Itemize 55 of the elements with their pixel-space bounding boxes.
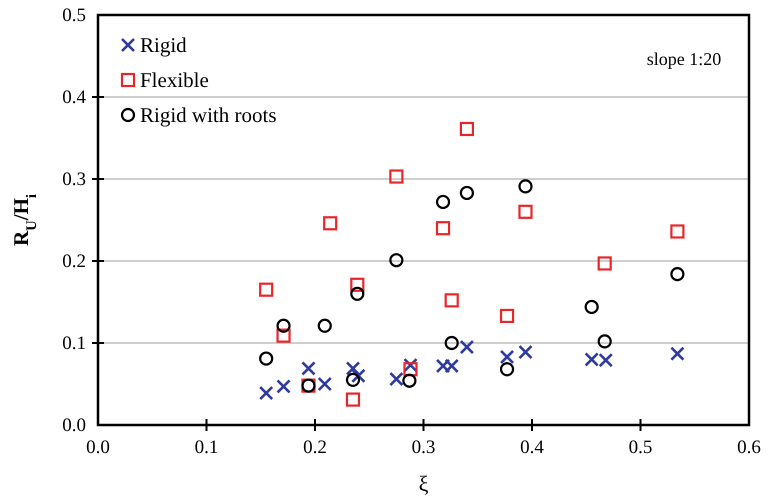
point bbox=[258, 386, 274, 400]
legend-label: Flexible bbox=[140, 68, 209, 92]
point bbox=[500, 308, 514, 324]
point bbox=[460, 186, 474, 200]
point bbox=[518, 179, 533, 194]
point bbox=[460, 340, 474, 354]
point bbox=[259, 282, 274, 297]
y-tick-label: 0.0 bbox=[62, 415, 86, 436]
point bbox=[317, 376, 332, 392]
y-tick-label: 0.5 bbox=[62, 5, 86, 26]
point bbox=[436, 194, 450, 210]
y-tick-label: 0.4 bbox=[62, 87, 86, 108]
point bbox=[670, 267, 684, 282]
x-tick-label: 0.5 bbox=[628, 437, 652, 458]
point bbox=[518, 204, 533, 219]
legend-label: Rigid bbox=[140, 33, 188, 57]
point bbox=[276, 328, 291, 343]
point bbox=[460, 122, 474, 136]
point bbox=[318, 318, 332, 333]
legend-label: Rigid with roots bbox=[140, 103, 277, 127]
point bbox=[598, 256, 612, 271]
x-tick-label: 0.3 bbox=[412, 437, 436, 458]
point bbox=[323, 216, 338, 230]
point bbox=[346, 392, 360, 407]
y-tick-label: 0.2 bbox=[62, 251, 86, 272]
annotation: slope 1:20 bbox=[646, 49, 722, 69]
point bbox=[598, 334, 612, 348]
x-tick-label: 0.4 bbox=[520, 437, 544, 458]
point bbox=[444, 336, 459, 350]
point bbox=[584, 300, 599, 314]
x-tick-label: 0.6 bbox=[737, 437, 761, 458]
point bbox=[518, 344, 533, 360]
y-tick-label: 0.1 bbox=[62, 333, 86, 354]
point bbox=[670, 346, 685, 361]
point bbox=[402, 374, 416, 388]
point bbox=[670, 224, 684, 239]
point bbox=[350, 286, 364, 301]
x-tick-label: 0.2 bbox=[303, 437, 327, 458]
point bbox=[389, 169, 404, 184]
point bbox=[500, 362, 514, 376]
point bbox=[436, 221, 450, 236]
point bbox=[346, 372, 360, 387]
point bbox=[276, 318, 291, 333]
point bbox=[389, 253, 404, 268]
point bbox=[403, 362, 418, 376]
x-tick-label: 0.1 bbox=[194, 437, 218, 458]
x-axis-title: ξ bbox=[418, 471, 429, 496]
x-tick-label: 0.0 bbox=[86, 437, 110, 458]
point bbox=[389, 372, 404, 386]
point bbox=[350, 278, 364, 292]
y-tick-label: 0.3 bbox=[62, 169, 86, 190]
point bbox=[301, 361, 316, 376]
point bbox=[444, 293, 459, 308]
point bbox=[259, 351, 274, 366]
point bbox=[276, 379, 291, 394]
